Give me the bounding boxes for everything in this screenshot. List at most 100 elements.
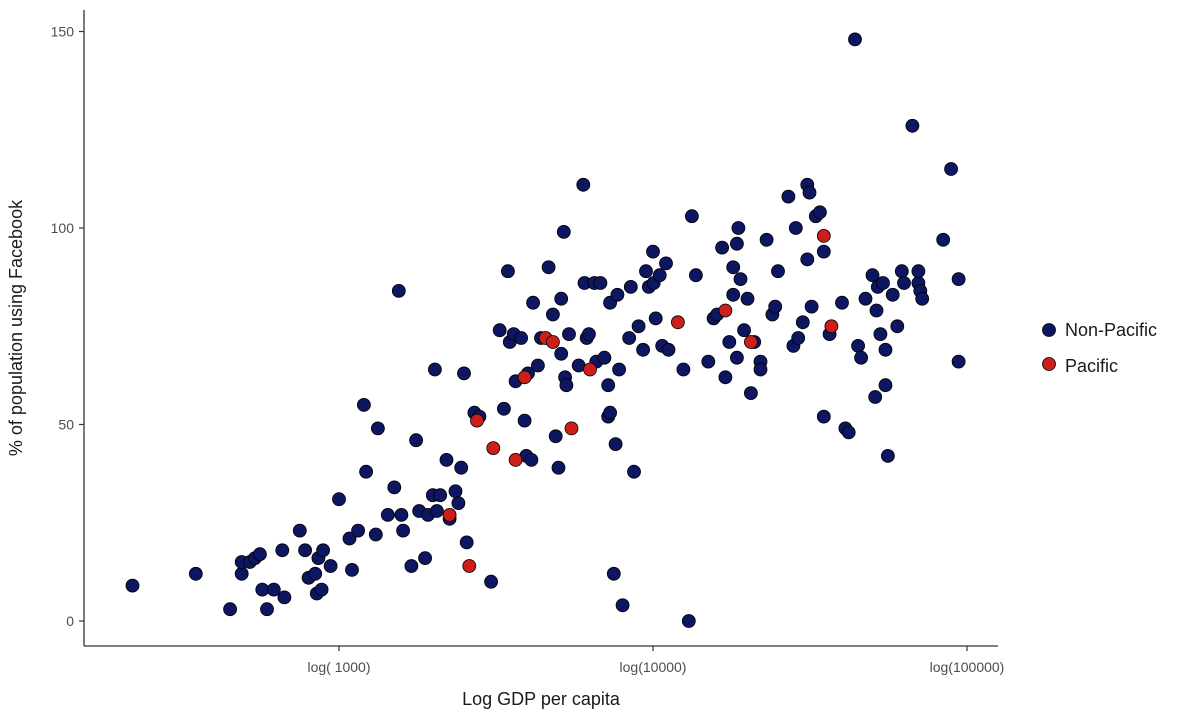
data-point-non-pacific [345, 563, 359, 577]
data-point-non-pacific [554, 291, 569, 306]
x-axis-title: Log GDP per capita [462, 689, 621, 709]
data-point-non-pacific [701, 354, 716, 369]
data-point-pacific [486, 441, 501, 456]
data-point-non-pacific [125, 578, 140, 593]
data-point-non-pacific [781, 189, 796, 204]
data-point-pacific [744, 335, 758, 349]
data-point-non-pacific [951, 354, 966, 369]
data-point-non-pacific [894, 264, 909, 279]
data-point-non-pacific [603, 405, 617, 420]
legend: Non-Pacific Pacific [1042, 320, 1157, 376]
data-point-non-pacific [627, 464, 641, 479]
y-tick-label: 50 [58, 417, 74, 433]
data-point-non-pacific [359, 464, 374, 479]
data-point-non-pacific [332, 492, 346, 507]
data-point-non-pacific [277, 590, 292, 605]
data-point-non-pacific [356, 397, 371, 412]
data-point-non-pacific [731, 221, 746, 235]
data-point-non-pacific [905, 118, 920, 133]
data-point-non-pacific [316, 543, 331, 558]
data-point-non-pacific [255, 582, 270, 597]
legend-label-pacific: Pacific [1065, 356, 1118, 376]
data-point-non-pacific [730, 236, 744, 251]
data-point-non-pacific [873, 327, 888, 342]
data-point-non-pacific [188, 566, 203, 581]
data-point-non-pacific [427, 362, 442, 377]
data-point-non-pacific [418, 551, 433, 565]
plot-area: 0 50 100 150 log( 1000) log(10000) log(100000… [51, 10, 1005, 675]
data-point-non-pacific [890, 319, 905, 334]
data-point-non-pacific [869, 303, 884, 318]
data-point-non-pacific [661, 342, 676, 357]
data-point-non-pacific [726, 260, 741, 275]
data-point-non-pacific [733, 272, 748, 287]
data-point-non-pacific [275, 543, 290, 558]
data-point-non-pacific [681, 614, 696, 628]
x-tick-label: log(100000) [930, 659, 1005, 675]
data-point-non-pacific [730, 350, 744, 365]
data-point-non-pacific [551, 460, 566, 475]
data-point-non-pacific [439, 452, 454, 467]
data-point-non-pacific [881, 448, 895, 463]
x-tick-label: log(10000) [620, 659, 687, 675]
data-point-non-pacific [223, 602, 238, 617]
y-tick-label: 150 [51, 24, 75, 40]
data-point-non-pacific [593, 276, 608, 290]
data-point-non-pacific [562, 327, 576, 342]
data-point-non-pacific [380, 508, 395, 522]
data-point-pacific [546, 335, 560, 349]
data-point-non-pacific [722, 335, 737, 349]
data-point-non-pacific [409, 433, 424, 448]
data-point-non-pacific [396, 523, 411, 538]
data-point-non-pacific [234, 566, 249, 581]
data-point-non-pacific [636, 342, 650, 357]
data-point-non-pacific [457, 366, 471, 381]
data-point-non-pacific [802, 185, 817, 200]
x-tick-label: log( 1000) [307, 659, 370, 675]
data-point-non-pacific [685, 209, 699, 224]
data-point-non-pacific [816, 244, 831, 259]
data-point-non-pacific [944, 162, 958, 176]
data-point-non-pacific [897, 276, 911, 290]
data-point-non-pacific [876, 276, 890, 290]
legend-label-non-pacific: Non-Pacific [1065, 320, 1157, 340]
data-point-non-pacific [715, 240, 729, 255]
data-point-non-pacific [659, 256, 673, 271]
data-point-pacific [442, 508, 457, 522]
data-point-non-pacific [791, 331, 806, 345]
data-point-non-pacific [314, 582, 329, 597]
data-point-non-pacific [459, 535, 474, 550]
y-tick-label: 100 [51, 220, 75, 236]
data-point-non-pacific [610, 287, 625, 302]
data-point-non-pacific [517, 413, 532, 428]
data-point-non-pacific [835, 295, 849, 310]
data-points [125, 32, 966, 628]
data-point-non-pacific [737, 323, 751, 338]
data-point-pacific [671, 315, 685, 330]
y-tick-label: 0 [66, 613, 74, 629]
data-point-non-pacific [813, 205, 827, 220]
data-point-non-pacific [804, 299, 819, 314]
data-point-non-pacific [351, 523, 366, 538]
data-point-non-pacific [496, 401, 511, 416]
data-point-pacific [824, 319, 839, 334]
data-point-non-pacific [559, 378, 574, 393]
data-point-non-pacific [576, 177, 591, 192]
data-point-non-pacific [484, 574, 499, 589]
data-point-non-pacific [646, 244, 660, 259]
data-point-non-pacific [771, 264, 785, 279]
data-point-non-pacific [868, 390, 883, 404]
data-point-non-pacific [391, 283, 406, 298]
data-point-non-pacific [878, 378, 893, 393]
data-point-non-pacific [915, 291, 930, 306]
data-point-non-pacific [936, 232, 951, 247]
y-axis-title: % of population using Facebook [6, 199, 26, 456]
data-point-non-pacific [308, 566, 323, 581]
data-point-non-pacific [342, 531, 357, 546]
data-point-non-pacific [800, 252, 815, 267]
data-point-non-pacific [454, 460, 469, 475]
data-point-non-pacific [623, 279, 638, 294]
data-point-non-pacific [648, 311, 663, 326]
data-point-non-pacific [582, 327, 596, 342]
data-point-non-pacific [759, 232, 774, 247]
